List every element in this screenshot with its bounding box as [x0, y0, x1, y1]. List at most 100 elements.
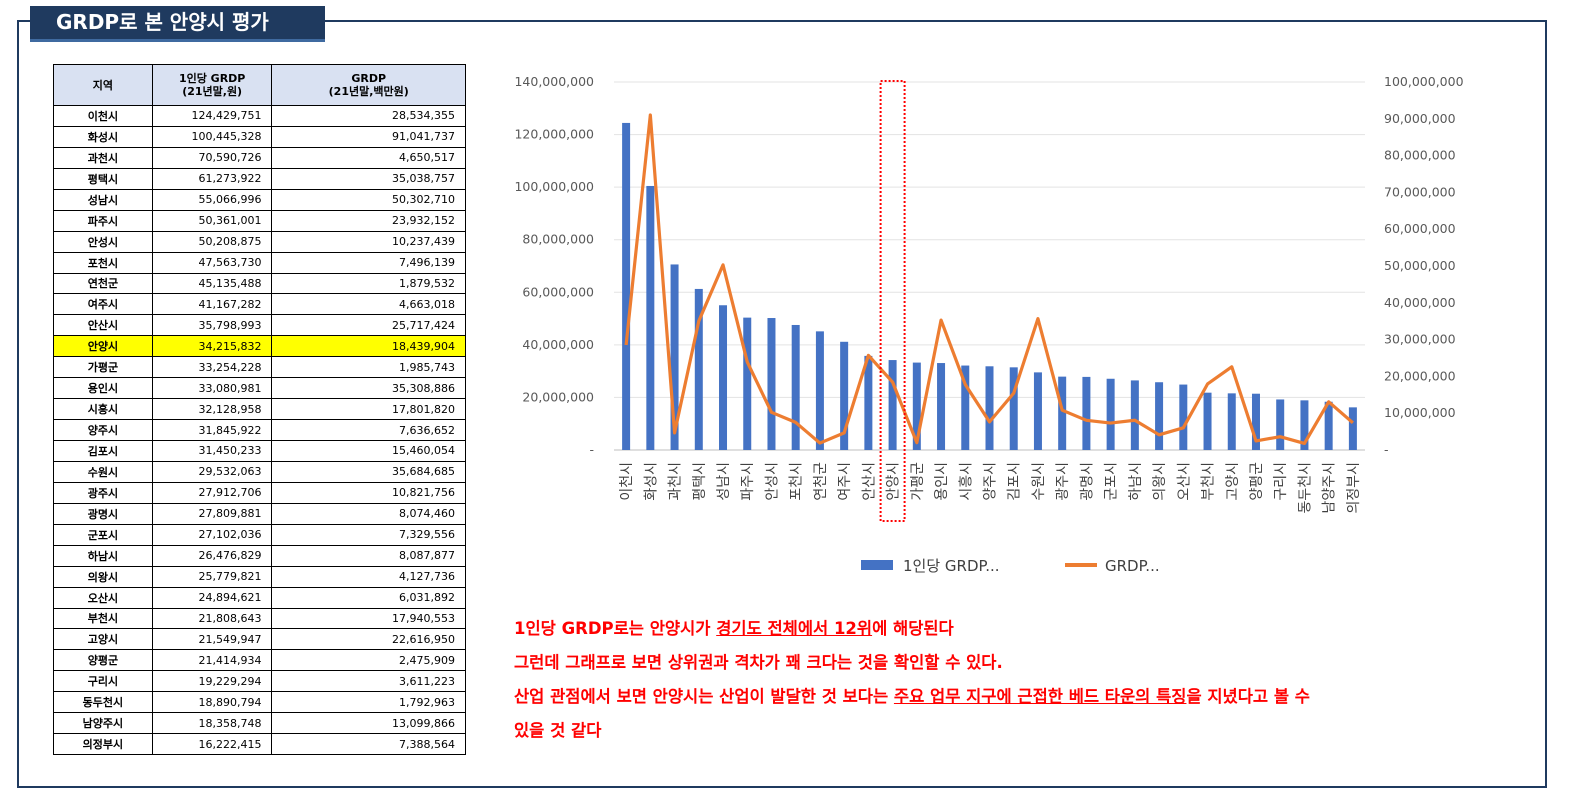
region-cell: 용인시: [53, 377, 153, 400]
table-row: 광주시 27,912,706 10,821,756: [53, 481, 466, 504]
right-axis-tick: 90,000,000: [1384, 111, 1456, 126]
region-cell: 연천군: [53, 272, 153, 295]
note-emphasis: 경기도 전체에서 12위: [716, 619, 873, 638]
content-frame: [17, 20, 1547, 788]
per-capita-cell: 55,066,996: [151, 188, 273, 211]
left-axis-tick: 120,000,000: [514, 127, 594, 142]
category-label: 고양시: [1225, 462, 1241, 501]
category-label: 여주시: [837, 462, 853, 501]
left-axis-tick: 80,000,000: [522, 232, 594, 247]
per-capita-cell: 31,845,922: [151, 419, 273, 441]
table-row: 평택시 61,273,922 35,038,757: [53, 167, 466, 190]
grdp-cell: 35,684,685: [271, 460, 466, 483]
region-cell: 하남시: [53, 544, 153, 567]
table-row: 포천시 47,563,730 7,496,139: [53, 251, 466, 274]
bar-per-capita-grdp: [1324, 401, 1333, 450]
bar-per-capita-grdp: [743, 317, 752, 450]
per-capita-cell: 45,135,488: [151, 272, 273, 295]
region-cell: 광명시: [53, 502, 153, 525]
grdp-cell: 3,611,223: [271, 670, 466, 693]
category-label: 성남시: [716, 462, 732, 501]
bar-per-capita-grdp: [767, 318, 776, 450]
table-row: 성남시 55,066,996 50,302,710: [53, 188, 466, 211]
grdp-cell: 1,985,743: [271, 356, 466, 379]
grdp-cell: 15,460,054: [271, 440, 466, 462]
category-label: 안산시: [861, 462, 877, 501]
per-capita-cell: 27,102,036: [151, 523, 273, 546]
region-cell: 안성시: [53, 230, 153, 253]
grdp-cell: 25,717,424: [271, 314, 466, 337]
grdp-cell: 50,302,710: [271, 188, 466, 211]
per-capita-cell: 33,080,981: [151, 377, 273, 400]
right-axis-tick: 20,000,000: [1384, 368, 1456, 383]
table-row: 양주시 31,845,922 7,636,652: [53, 419, 466, 441]
category-label: 화성시: [643, 462, 659, 501]
per-capita-cell: 50,208,875: [151, 230, 273, 253]
header-grdp: GRDP (21년말,백만원): [271, 64, 466, 106]
grdp-cell: 35,308,886: [271, 377, 466, 400]
grdp-cell: 8,087,877: [271, 544, 466, 567]
table-row: 가평군 33,254,228 1,985,743: [53, 356, 466, 379]
region-cell: 포천시: [53, 251, 153, 274]
region-cell: 화성시: [53, 125, 153, 148]
per-capita-cell: 18,358,748: [151, 712, 273, 735]
right-axis-tick: 70,000,000: [1384, 184, 1456, 199]
category-label: 평택시: [692, 462, 708, 501]
table-row: 남양주시 18,358,748 13,099,866: [53, 712, 466, 735]
category-label: 용인시: [934, 462, 950, 501]
bar-per-capita-grdp: [694, 288, 703, 450]
bar-per-capita-grdp: [1082, 376, 1091, 450]
grdp-cell: 7,496,139: [271, 251, 466, 274]
note-text: 있을 것 같다: [514, 721, 602, 740]
note-text: 1인당 GRDP로는 안양시가: [514, 619, 717, 638]
bar-per-capita-grdp: [1203, 392, 1212, 450]
category-label: 부천시: [1201, 462, 1217, 501]
highlight-box: [879, 80, 906, 522]
note-text: 에 해당된다: [872, 619, 954, 638]
bar-per-capita-grdp: [670, 264, 679, 450]
bar-per-capita-grdp: [1033, 372, 1042, 450]
bar-per-capita-grdp: [912, 362, 921, 450]
table-row: 화성시 100,445,328 91,041,737: [53, 125, 466, 148]
per-capita-cell: 21,549,947: [151, 628, 273, 651]
left-axis-tick: 100,000,000: [514, 179, 594, 194]
bar-per-capita-grdp: [1276, 399, 1285, 450]
left-axis-tick: 140,000,000: [514, 74, 594, 89]
bar-per-capita-grdp: [1251, 393, 1260, 450]
table-row: 부천시 21,808,643 17,940,553: [53, 607, 466, 630]
grdp-cell: 4,650,517: [271, 146, 466, 169]
table-row: 광명시 27,809,881 8,074,460: [53, 502, 466, 525]
region-cell: 군포시: [53, 523, 153, 546]
per-capita-cell: 35,798,993: [151, 314, 273, 337]
per-capita-cell: 33,254,228: [151, 356, 273, 379]
left-axis-tick: 40,000,000: [522, 337, 594, 352]
bar-per-capita-grdp: [622, 122, 631, 450]
right-axis-tick: 10,000,000: [1384, 405, 1456, 420]
grdp-cell: 6,031,892: [271, 586, 466, 609]
category-label: 하남시: [1128, 462, 1144, 501]
category-label: 파주시: [740, 462, 756, 501]
bar-per-capita-grdp: [840, 341, 849, 450]
category-label: 군포시: [1104, 462, 1120, 501]
note-line: 그런데 그래프로 보면 상위권과 격차가 꽤 크다는 것을 확인할 수 있다.: [514, 646, 1514, 680]
note-line: 1인당 GRDP로는 안양시가 경기도 전체에서 12위에 해당된다: [514, 612, 1514, 646]
category-label: 과천시: [668, 462, 684, 501]
region-cell: 이천시: [53, 105, 153, 127]
left-axis-tick: 20,000,000: [522, 389, 594, 404]
table-row: 김포시 31,450,233 15,460,054: [53, 440, 466, 462]
right-axis-tick: 30,000,000: [1384, 332, 1456, 347]
region-cell: 의왕시: [53, 565, 153, 588]
per-capita-cell: 26,476,829: [151, 544, 273, 567]
table-row: 안성시 50,208,875 10,237,439: [53, 230, 466, 253]
table-row: 시흥시 32,128,958 17,801,820: [53, 398, 466, 421]
category-label: 안양시: [886, 462, 902, 501]
table-row: 구리시 19,229,294 3,611,223: [53, 670, 466, 693]
table-row: 여주시 41,167,282 4,663,018: [53, 293, 466, 316]
category-label: 양주시: [983, 462, 999, 501]
bar-per-capita-grdp: [719, 305, 728, 450]
bar-per-capita-grdp: [961, 365, 970, 450]
category-label: 안성시: [764, 462, 780, 501]
bar-per-capita-grdp: [1155, 382, 1164, 450]
grdp-cell: 13,099,866: [271, 712, 466, 735]
table-row: 하남시 26,476,829 8,087,877: [53, 544, 466, 567]
